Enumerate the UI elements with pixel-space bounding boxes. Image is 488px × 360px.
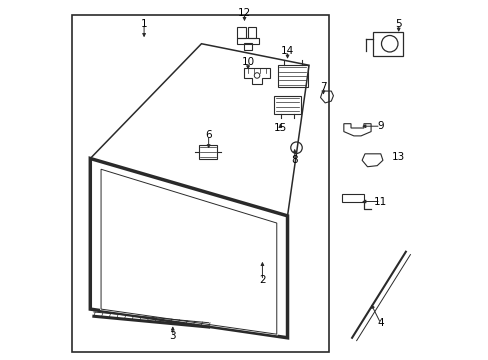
Text: 14: 14	[280, 46, 294, 56]
Text: 2: 2	[259, 275, 265, 285]
Bar	[237, 27, 245, 39]
Text: 15: 15	[273, 123, 286, 133]
Text: 4: 4	[377, 319, 383, 328]
Text: 6: 6	[205, 130, 211, 140]
Bar	[244, 44, 252, 50]
Text: 10: 10	[241, 57, 254, 67]
Text: 9: 9	[377, 121, 383, 131]
Bar	[274, 96, 301, 114]
Bar	[199, 145, 217, 159]
Text: 11: 11	[373, 197, 386, 207]
Text: 3: 3	[169, 331, 176, 341]
Text: 8: 8	[291, 155, 297, 165]
Bar	[72, 15, 328, 352]
Bar	[372, 32, 403, 56]
Text: 12: 12	[237, 8, 251, 18]
Bar	[277, 65, 307, 87]
Bar	[247, 27, 256, 39]
Bar	[341, 194, 363, 202]
Text: 13: 13	[391, 152, 405, 162]
Text: 1: 1	[141, 19, 147, 29]
Text: 7: 7	[320, 82, 326, 92]
Bar	[237, 38, 259, 44]
Text: 5: 5	[395, 19, 401, 29]
